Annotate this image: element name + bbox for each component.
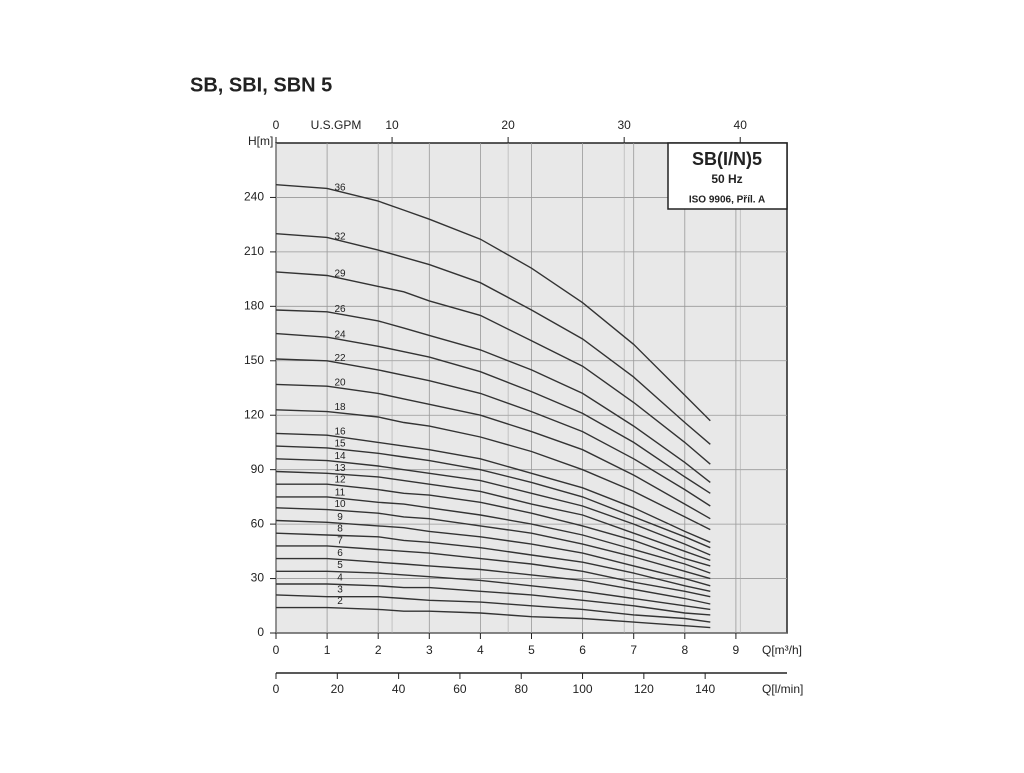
curve-label: 36: [334, 182, 346, 193]
x3-tick-label: 140: [695, 682, 715, 696]
y-tick-label: 210: [244, 244, 264, 258]
x-tick-label: 0: [273, 643, 280, 657]
pump-curve: [275, 594, 711, 623]
curve-label: 10: [334, 499, 346, 510]
x2-tick-label: 40: [734, 118, 748, 132]
pump-curve: [275, 184, 711, 422]
curve-label: 20: [334, 377, 346, 388]
pump-curve: [276, 583, 711, 616]
x-tick-label: 4: [477, 643, 484, 657]
y-tick-label: 120: [244, 407, 264, 421]
x3-tick-label: 20: [331, 682, 345, 696]
curve-label: 16: [334, 426, 346, 437]
curve-label: 5: [337, 560, 343, 571]
x2-tick-label: 0: [273, 118, 280, 132]
pump-curve: [275, 332, 711, 494]
y-tick-label: 180: [244, 299, 264, 313]
x-tick-label: 3: [426, 643, 433, 657]
y-tick-label: 30: [251, 571, 265, 585]
y-tick-label: 240: [244, 190, 264, 204]
x2-tick-label: 10: [385, 118, 399, 132]
x3-tick-label: 60: [453, 682, 467, 696]
y-tick-label: 60: [251, 516, 265, 530]
x3-tick-label: 0: [273, 682, 280, 696]
pump-curve: [275, 409, 711, 531]
pump-curve: [275, 470, 711, 562]
pump-curve: [275, 383, 711, 520]
curve-label: 32: [334, 231, 346, 242]
x3-tick-label: 40: [392, 682, 406, 696]
y-axis-label: H[m]: [248, 134, 273, 148]
x3-axis-label: Q[l/min]: [762, 682, 803, 696]
x3-tick-label: 80: [515, 682, 529, 696]
curve-label: 24: [334, 329, 346, 340]
curve-label: 6: [337, 548, 343, 559]
x-tick-label: 7: [630, 643, 637, 657]
x2-axis-label: U.S.GPM: [311, 118, 362, 132]
box-title: SB(I/N)5: [692, 149, 762, 169]
pump-curve: [276, 606, 711, 629]
x-tick-label: 9: [733, 643, 740, 657]
x2-tick-label: 30: [617, 118, 631, 132]
curve-label: 15: [334, 438, 346, 449]
pump-curve: [275, 445, 711, 549]
box-subtitle: 50 Hz: [711, 172, 742, 186]
y-tick-label: 0: [257, 625, 264, 639]
x2-tick-label: 20: [501, 118, 515, 132]
x-tick-label: 1: [324, 643, 331, 657]
curve-label: 29: [334, 269, 346, 280]
x-axis-label: Q[m³/h]: [762, 643, 802, 657]
curve-label: 2: [337, 596, 343, 607]
x-tick-label: 5: [528, 643, 535, 657]
pump-curve: [275, 358, 711, 507]
x-tick-label: 2: [375, 643, 382, 657]
curve-label: 11: [335, 487, 346, 498]
curve-label: 3: [337, 584, 343, 595]
x-tick-label: 8: [681, 643, 688, 657]
pump-curve: [276, 557, 711, 605]
curve-label: 8: [337, 524, 343, 535]
y-tick-label: 90: [251, 462, 265, 476]
pump-curve: [275, 271, 711, 465]
pump-curve: [275, 532, 711, 592]
pump-curve: [275, 519, 711, 587]
x3-tick-label: 120: [634, 682, 654, 696]
curve-label: 22: [334, 353, 346, 364]
legend-box: [667, 142, 788, 210]
pump-curve: [276, 496, 711, 574]
pump-curve: [276, 545, 711, 598]
pump-curve: [275, 309, 711, 483]
box-note: ISO 9906, Příl. A: [689, 195, 765, 206]
x3-tick-label: 100: [573, 682, 593, 696]
curve-label: 13: [334, 463, 346, 474]
x-tick-label: 6: [579, 643, 586, 657]
pump-curve: [276, 570, 711, 611]
chart-title: SB, SBI, SBN 5: [190, 74, 332, 96]
pump-curve: [275, 458, 711, 556]
curve-label: 7: [337, 535, 343, 546]
pump-curve: [275, 233, 711, 445]
curve-label: 26: [334, 304, 346, 315]
curve-label: 14: [334, 451, 346, 462]
curve-label: 12: [334, 475, 346, 486]
curve-label: 9: [337, 512, 343, 523]
curve-label: 18: [334, 402, 346, 413]
curve-label: 4: [337, 573, 343, 584]
pump-curve: [275, 432, 711, 543]
pump-curve: [276, 483, 711, 567]
pump-curve: [275, 507, 711, 580]
y-tick-label: 150: [244, 353, 264, 367]
